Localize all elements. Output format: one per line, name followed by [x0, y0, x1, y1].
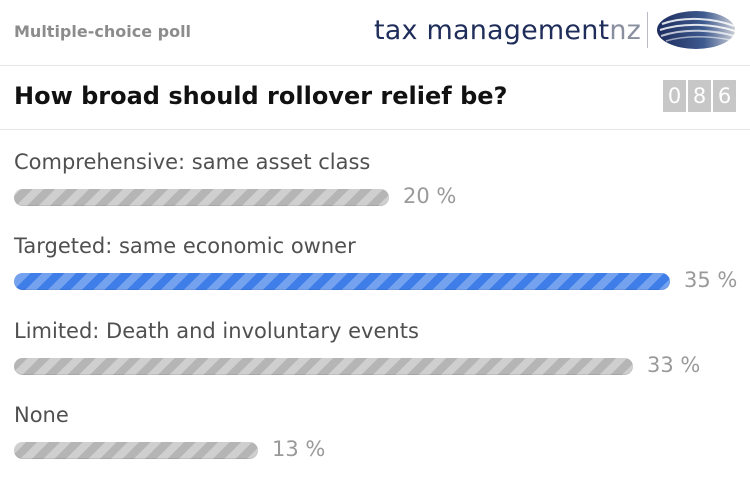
poll-option-percent: 13 % — [272, 437, 326, 461]
poll-result-bar — [14, 442, 258, 459]
vote-counter-digit: 6 — [713, 80, 736, 112]
poll-header: Multiple-choice poll tax managementnz — [0, 0, 750, 66]
poll-result-bar — [14, 358, 633, 375]
brand[interactable]: tax managementnz — [374, 8, 738, 52]
poll-option-bar-row: 20 % — [14, 184, 744, 208]
poll-option-percent: 33 % — [647, 353, 701, 377]
vote-counter: 0 8 6 — [663, 80, 736, 112]
vote-counter-digit: 8 — [688, 80, 711, 112]
poll-option-none[interactable]: None 13 % — [14, 403, 744, 461]
brand-divider — [647, 12, 648, 48]
poll-option-comprehensive[interactable]: Comprehensive: same asset class 20 % — [14, 150, 744, 208]
poll-option-bar-row: 13 % — [14, 437, 744, 461]
brand-name-suffix: nz — [609, 14, 641, 46]
poll-option-targeted[interactable]: Targeted: same economic owner 35 % — [14, 234, 744, 292]
poll-option-bar-row: 35 % — [14, 268, 744, 292]
poll-result-bar — [14, 273, 670, 290]
poll-option-bar-row: 33 % — [14, 353, 744, 377]
brand-name-main: tax management — [373, 14, 610, 46]
poll-type-label: Multiple-choice poll — [14, 22, 192, 41]
vote-counter-digit: 0 — [663, 80, 686, 112]
question-row: How broad should rollover relief be? 0 8… — [0, 66, 750, 130]
poll-option-percent: 35 % — [684, 268, 738, 292]
poll-option-limited[interactable]: Limited: Death and involuntary events 33… — [14, 319, 744, 377]
poll-option-label: Limited: Death and involuntary events — [14, 319, 419, 343]
poll-result-bar — [14, 189, 389, 206]
poll-option-label: None — [14, 403, 69, 427]
poll-option-percent: 20 % — [403, 184, 457, 208]
swoosh-logo-icon — [657, 11, 736, 49]
poll-question: How broad should rollover relief be? — [14, 82, 508, 110]
poll-option-label: Comprehensive: same asset class — [14, 150, 371, 174]
poll-option-label: Targeted: same economic owner — [14, 234, 356, 258]
brand-name: tax managementnz — [374, 15, 641, 46]
